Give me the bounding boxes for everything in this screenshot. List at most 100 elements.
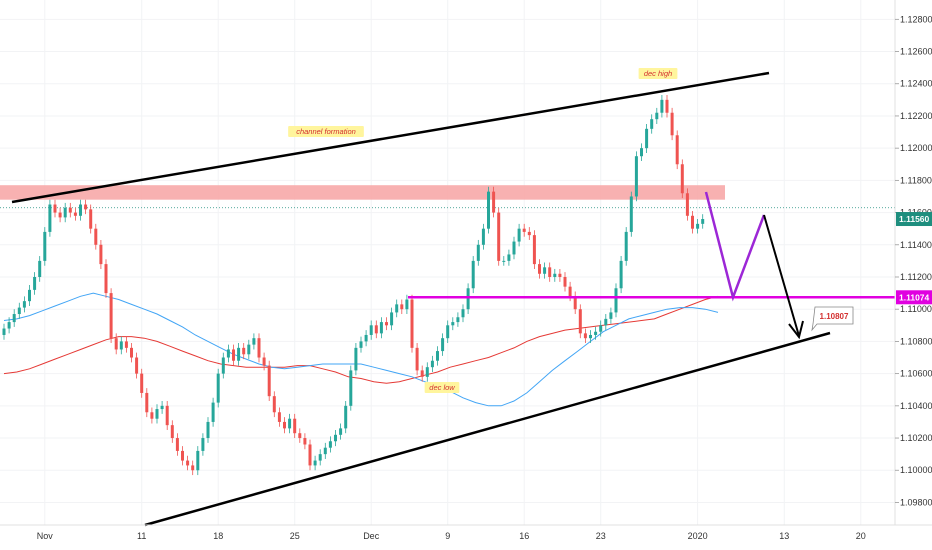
x-tick-label: 23 xyxy=(596,531,606,541)
candle-body xyxy=(323,447,327,455)
candle-body xyxy=(262,357,266,366)
candle-body xyxy=(186,460,190,466)
candle xyxy=(430,355,434,373)
price-axis[interactable]: 1.12800 1.12600 1.12400 1.12200 1.12000 1.118… xyxy=(895,14,932,507)
y-tick-label: 1.10400 xyxy=(900,401,932,411)
candle xyxy=(558,268,562,282)
time-axis[interactable]: Nov 11 18 25 Dec 9 16 23 2020 13 20 xyxy=(37,531,866,541)
candle xyxy=(22,296,26,313)
candle-body xyxy=(84,204,88,210)
candle xyxy=(553,268,557,282)
y-tick-label: 1.12600 xyxy=(900,47,932,57)
x-tick-label: 2020 xyxy=(688,531,708,541)
candle-body xyxy=(481,228,485,245)
upper-channel-line[interactable] xyxy=(11,71,770,204)
candle xyxy=(323,442,327,459)
candle-body xyxy=(135,357,139,374)
candle xyxy=(471,256,475,294)
channel-formation-label: channel formation xyxy=(296,127,356,136)
x-tick-label: 16 xyxy=(519,531,529,541)
x-tick-label: 11 xyxy=(137,531,146,541)
candle xyxy=(124,336,128,353)
candle-body xyxy=(175,438,179,451)
candle-body xyxy=(634,156,638,197)
candle xyxy=(58,207,62,223)
candle xyxy=(481,223,485,250)
candle-body xyxy=(517,228,521,242)
candle-body xyxy=(226,349,230,358)
candle-body xyxy=(573,296,577,310)
channel-label: channel formation xyxy=(288,126,364,137)
candle-body xyxy=(589,334,592,339)
candle xyxy=(573,291,577,315)
candle-body xyxy=(609,312,613,319)
support-price-value: 1.11074 xyxy=(899,292,930,302)
candle xyxy=(487,186,490,234)
candle-body xyxy=(436,351,439,361)
candle xyxy=(660,95,664,118)
candle xyxy=(12,309,16,327)
candle xyxy=(405,294,409,315)
candle-body xyxy=(502,260,506,262)
y-tick-label: 1.12000 xyxy=(900,143,932,153)
candle-body xyxy=(155,409,159,419)
candle-body xyxy=(461,309,465,318)
candle-body xyxy=(471,260,475,289)
candle-body xyxy=(614,288,618,313)
candle-body xyxy=(181,450,184,461)
candle-body xyxy=(130,347,133,358)
candle xyxy=(114,333,118,355)
candle xyxy=(334,429,337,447)
projection-arrow[interactable] xyxy=(763,214,804,340)
candle-body xyxy=(696,223,700,229)
candle-body xyxy=(487,191,490,229)
candle-body xyxy=(476,244,480,261)
candle-body xyxy=(568,286,572,297)
candle-body xyxy=(379,322,383,334)
projection-path[interactable] xyxy=(704,191,766,302)
candle xyxy=(79,199,82,221)
candle-body xyxy=(272,396,276,413)
candle xyxy=(48,199,52,237)
candle xyxy=(165,400,169,430)
dec-high-label-group: dec high xyxy=(638,68,678,79)
candle xyxy=(650,114,654,134)
candle-body xyxy=(196,450,200,471)
candle xyxy=(640,143,643,162)
dec-low-label: dec low xyxy=(429,383,455,392)
candle xyxy=(655,107,659,125)
candle xyxy=(53,199,57,218)
candle-body xyxy=(201,438,205,451)
candle xyxy=(594,326,598,340)
candle xyxy=(349,365,353,411)
candle xyxy=(701,214,705,229)
candle xyxy=(680,159,684,199)
candle xyxy=(2,323,6,340)
candle xyxy=(89,204,93,234)
candle-body xyxy=(522,228,526,232)
candle xyxy=(68,202,72,218)
ma-red-line xyxy=(3,295,719,384)
candle xyxy=(160,400,164,414)
candle xyxy=(221,352,225,379)
candle-body xyxy=(114,338,118,350)
candle-body xyxy=(89,209,93,229)
x-tick-label: Dec xyxy=(363,531,380,541)
y-tick-label: 1.11000 xyxy=(900,304,932,314)
candle xyxy=(507,249,511,266)
candle-body xyxy=(73,212,77,216)
candle xyxy=(675,130,679,170)
candle xyxy=(170,420,174,443)
y-tick-label: 1.11400 xyxy=(900,240,932,250)
candle-body xyxy=(7,322,11,329)
candle xyxy=(150,407,154,424)
candle-body xyxy=(252,338,256,345)
x-tick-label: 13 xyxy=(779,531,789,541)
candle xyxy=(318,449,322,466)
candle-body xyxy=(548,267,552,277)
candle-body xyxy=(237,347,241,361)
candle-body xyxy=(660,99,664,113)
candle-body xyxy=(109,293,113,339)
lower-channel-line[interactable] xyxy=(144,331,831,527)
